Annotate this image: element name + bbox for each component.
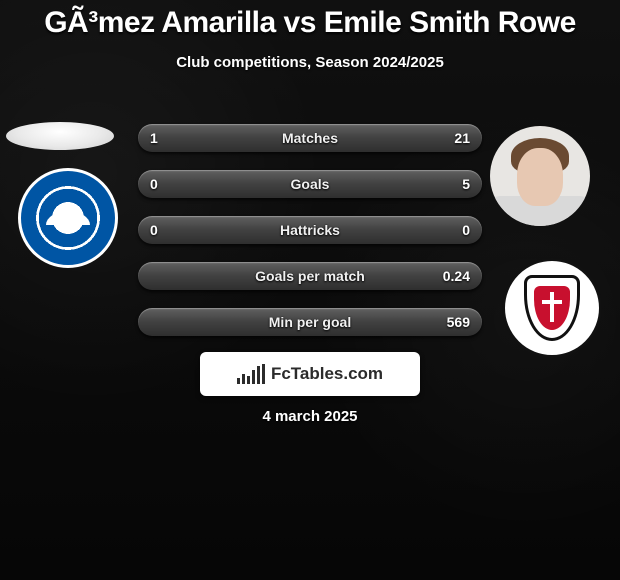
stat-row-goals-per-match: Goals per match 0.24 [138,262,482,290]
stat-label: Goals per match [138,262,482,290]
bar-chart-icon [237,364,265,384]
stat-right-value: 21 [454,124,470,152]
brand-box: FcTables.com [200,352,420,396]
club-crest-left [18,168,118,268]
stat-right-value: 0 [462,216,470,244]
page-title: GÃ³mez Amarilla vs Emile Smith Rowe [0,0,620,40]
stat-right-value: 5 [462,170,470,198]
stat-row-matches: 1 Matches 21 [138,124,482,152]
stat-right-value: 569 [447,308,470,336]
stat-label: Min per goal [138,308,482,336]
player-left-portrait [6,122,114,150]
subtitle: Club competitions, Season 2024/2025 [0,54,620,71]
stat-right-value: 0.24 [443,262,470,290]
stats-container: 1 Matches 21 0 Goals 5 0 Hattricks 0 Goa… [138,124,482,354]
stat-label: Hattricks [138,216,482,244]
stat-label: Goals [138,170,482,198]
stat-row-hattricks: 0 Hattricks 0 [138,216,482,244]
club-crest-right [502,258,602,358]
seagull-icon [46,211,90,225]
brand-text: FcTables.com [271,364,383,384]
player-right-portrait [490,126,590,226]
date-text: 4 march 2025 [0,408,620,425]
stat-row-goals: 0 Goals 5 [138,170,482,198]
stat-label: Matches [138,124,482,152]
stat-row-min-per-goal: Min per goal 569 [138,308,482,336]
